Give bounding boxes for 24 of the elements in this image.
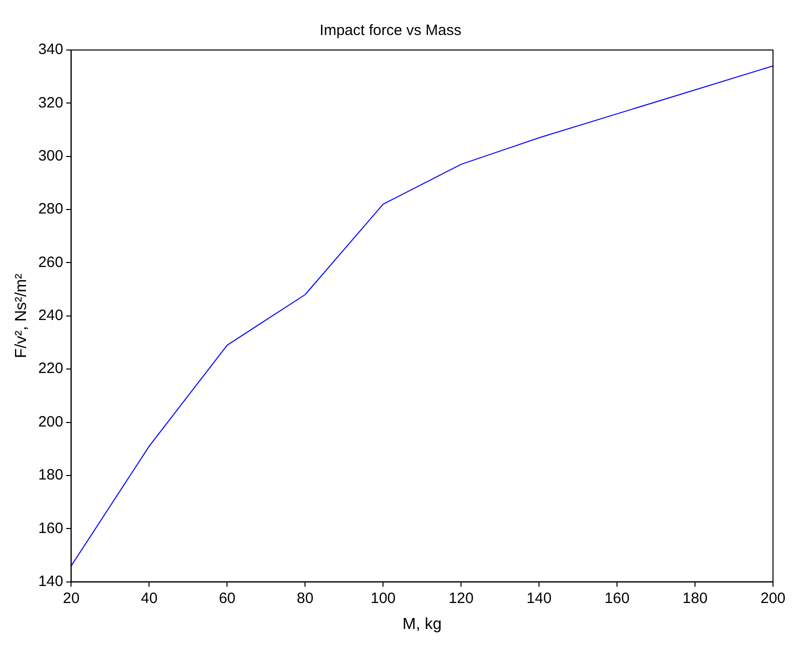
y-tick-label: 280 bbox=[38, 200, 64, 218]
y-tick-label: 200 bbox=[38, 413, 64, 430]
x-tick-label: 180 bbox=[682, 590, 708, 607]
y-tick-label: 260 bbox=[38, 254, 64, 271]
y-tick-label: 340 bbox=[38, 41, 64, 58]
y-tick-label: 160 bbox=[38, 520, 64, 537]
y-tick-label: 140 bbox=[38, 572, 64, 590]
x-tick-label: 120 bbox=[448, 590, 474, 607]
x-tick-label: 140 bbox=[526, 590, 552, 607]
x-tick-label: 160 bbox=[604, 590, 630, 607]
x-axis-title: M, kg bbox=[402, 616, 442, 633]
x-tick-label: 40 bbox=[140, 590, 158, 607]
chart-title: Impact force vs Mass bbox=[320, 22, 462, 40]
x-tick-label: 200 bbox=[760, 590, 786, 607]
y-tick-label: 220 bbox=[38, 360, 64, 378]
x-tick-label: 60 bbox=[218, 590, 236, 607]
x-tick-label: 100 bbox=[370, 590, 396, 607]
y-tick-label: 240 bbox=[38, 307, 64, 324]
x-tick-label: 80 bbox=[296, 590, 314, 607]
y-tick-label: 180 bbox=[38, 466, 64, 484]
y-axis-title: F/v², Ns²/m² bbox=[13, 273, 30, 358]
y-tick-label: 320 bbox=[38, 94, 64, 112]
x-tick-label: 20 bbox=[62, 590, 80, 607]
y-tick-label: 300 bbox=[38, 148, 64, 164]
